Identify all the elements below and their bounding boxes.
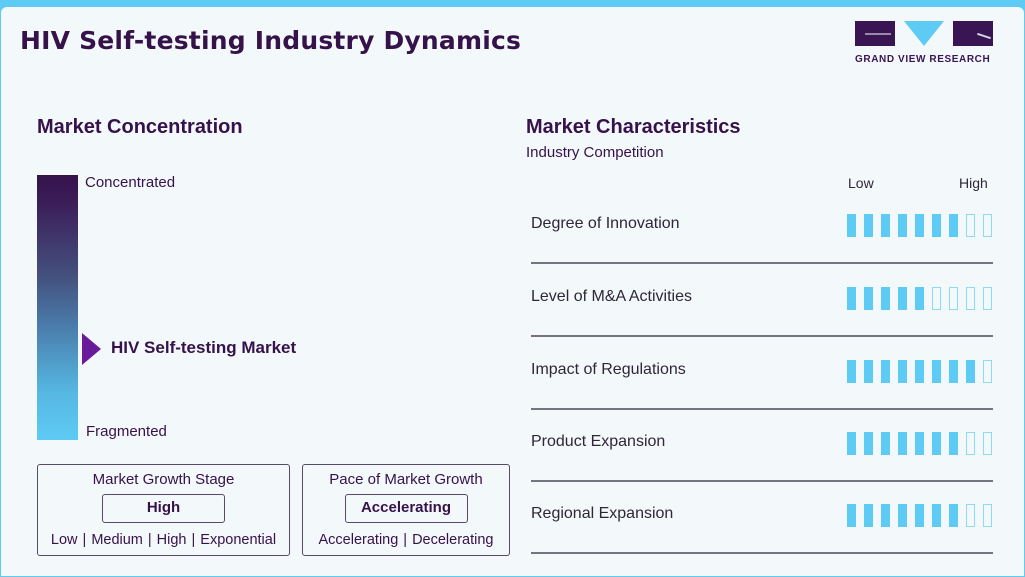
pace-of-market-growth-box: Pace of Market Growth Accelerating Accel…	[302, 464, 510, 556]
low-label: Low	[848, 175, 874, 191]
rating-bar-filled	[915, 214, 924, 237]
row-divider	[531, 335, 993, 337]
characteristic-label: Regional Expansion	[531, 505, 674, 522]
growth-pace-option: Accelerating	[318, 532, 399, 548]
fragmented-label: Fragmented	[86, 423, 167, 440]
characteristic-label: Impact of Regulations	[531, 361, 686, 378]
rating-bar-filled	[864, 504, 873, 527]
growth-pace-value: Accelerating	[344, 494, 468, 523]
concentration-gradient-bar	[37, 175, 78, 440]
growth-stage-option: Exponential	[200, 532, 277, 548]
rating-bar-filled	[847, 214, 856, 237]
market-position-marker-icon	[82, 333, 101, 365]
characteristic-row: Level of M&A Activities	[531, 287, 993, 360]
rating-bar-filled	[881, 360, 890, 383]
rating-bar-empty	[983, 432, 992, 455]
rating-bar-empty	[966, 432, 975, 455]
rating-bar-filled	[932, 432, 941, 455]
rating-bar-filled	[898, 214, 907, 237]
rating-bar-filled	[881, 432, 890, 455]
rating-bar-empty	[949, 287, 958, 310]
rating-bar-empty	[983, 504, 992, 527]
rating-bar-empty	[966, 504, 975, 527]
rating-bar-filled	[949, 504, 958, 527]
page-title: HIV Self-testing Industry Dynamics	[20, 26, 522, 55]
rating-bar-empty	[983, 214, 992, 237]
rating-bar-filled	[847, 360, 856, 383]
characteristic-label: Level of M&A Activities	[531, 288, 692, 305]
characteristic-label: Degree of Innovation	[531, 215, 680, 232]
rating-bars	[847, 432, 992, 455]
row-divider	[531, 480, 993, 482]
rating-bar-filled	[898, 287, 907, 310]
concentrated-label: Concentrated	[85, 174, 176, 191]
rating-bar-filled	[864, 360, 873, 383]
characteristic-row: Product Expansion	[531, 432, 993, 505]
rating-bar-filled	[898, 432, 907, 455]
characteristic-row: Regional Expansion	[531, 504, 993, 577]
logo-v-icon	[904, 21, 944, 46]
growth-stage-option: Medium	[91, 532, 143, 548]
rating-bar-filled	[898, 504, 907, 527]
market-characteristics-title: Market Characteristics	[526, 116, 741, 138]
rating-bar-filled	[949, 214, 958, 237]
growth-pace-options: Accelerating | Decelerating	[318, 532, 494, 548]
industry-competition-subtitle: Industry Competition	[526, 144, 664, 161]
grand-view-research-logo: GRAND VIEW RESEARCH	[855, 21, 997, 65]
market-concentration-title: Market Concentration	[37, 116, 243, 138]
rating-bar-filled	[966, 360, 975, 383]
rating-bar-filled	[932, 214, 941, 237]
rating-bar-filled	[864, 432, 873, 455]
growth-stage-options: Low | Medium | High | Exponential	[50, 532, 277, 548]
rating-bar-filled	[881, 504, 890, 527]
logo-r-icon	[953, 21, 993, 46]
growth-stage-option: High	[156, 532, 187, 548]
rating-bar-filled	[932, 504, 941, 527]
rating-bar-filled	[881, 287, 890, 310]
rating-bar-filled	[898, 360, 907, 383]
rating-bar-filled	[915, 287, 924, 310]
growth-pace-option: Decelerating	[412, 532, 494, 548]
market-growth-stage-box: Market Growth Stage High Low | Medium | High…	[37, 464, 290, 556]
rating-bar-filled	[949, 360, 958, 383]
row-divider	[531, 408, 993, 410]
characteristic-row: Degree of Innovation	[531, 214, 993, 287]
row-divider	[531, 552, 993, 554]
rating-bar-empty	[966, 214, 975, 237]
market-position-label: HIV Self-testing Market	[111, 338, 297, 357]
rating-bar-filled	[847, 432, 856, 455]
logo-text: GRAND VIEW RESEARCH	[855, 54, 991, 65]
rating-bar-empty	[983, 287, 992, 310]
rating-bar-empty	[932, 287, 941, 310]
rating-bars	[847, 214, 992, 237]
rating-bar-filled	[847, 504, 856, 527]
growth-stage-title: Market Growth Stage	[92, 471, 235, 488]
row-divider	[531, 262, 993, 264]
growth-pace-title: Pace of Market Growth	[329, 471, 483, 488]
rating-bars	[847, 360, 992, 383]
characteristic-row: Impact of Regulations	[531, 360, 993, 433]
rating-bar-filled	[932, 360, 941, 383]
rating-bars	[847, 287, 992, 310]
high-label: High	[959, 175, 988, 191]
rating-bar-filled	[915, 432, 924, 455]
rating-bar-filled	[847, 287, 856, 310]
rating-bars	[847, 504, 992, 527]
growth-stage-option: Low	[50, 532, 78, 548]
rating-bar-filled	[915, 504, 924, 527]
characteristic-label: Product Expansion	[531, 433, 666, 450]
rating-bar-filled	[881, 214, 890, 237]
logo-g-icon	[855, 21, 895, 46]
rating-bar-filled	[864, 214, 873, 237]
rating-bar-filled	[864, 287, 873, 310]
rating-bar-filled	[949, 432, 958, 455]
rating-bar-filled	[915, 360, 924, 383]
rating-bar-empty	[983, 360, 992, 383]
rating-bar-empty	[966, 287, 975, 310]
growth-stage-value: High	[102, 494, 225, 523]
